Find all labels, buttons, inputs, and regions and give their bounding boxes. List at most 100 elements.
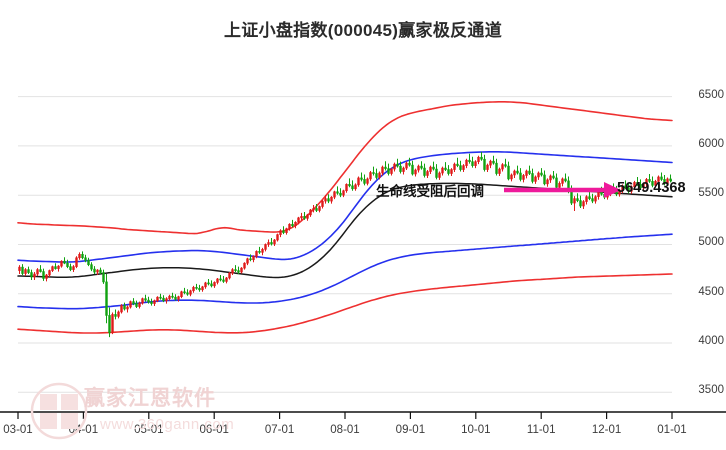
candlestick [573,196,576,211]
y-axis-tick-label: 4500 [698,285,724,298]
candle-body [447,169,450,174]
candle-body [537,172,540,178]
arrow-head [604,182,621,198]
candle-body [402,167,405,172]
candlestick [513,169,516,178]
candlestick [594,195,597,204]
candle-body [93,268,96,273]
candle-body [30,272,33,278]
candlestick [150,298,153,306]
x-axis-tick-label: 01-01 [657,424,687,436]
candlestick [441,166,444,176]
candlestick [471,156,474,168]
candlestick [216,277,219,285]
candle-body [450,169,453,174]
candlestick [180,290,183,299]
candlestick [477,155,480,165]
candlestick [312,205,315,213]
candlestick [537,171,540,180]
candle-body [153,300,156,304]
y-axis-tick-label: 6500 [698,88,724,101]
candle-body [282,230,285,233]
candle-body [387,168,390,174]
candlestick [192,285,195,293]
candlestick [492,155,495,165]
candle-body [51,266,54,271]
candle-body [420,165,423,169]
candlestick [336,186,339,195]
candle-body [294,221,297,227]
candle-body [624,185,627,189]
candle-body [81,254,84,259]
candlestick [642,182,645,191]
candle-body [405,162,408,169]
candle-body [24,269,27,274]
candle-body [513,170,516,176]
candlestick [198,284,201,292]
candle-body [558,183,561,188]
candlestick [417,164,420,173]
candlestick [648,174,651,183]
candle-body [177,296,180,300]
candlestick [243,262,246,270]
candle-body [474,161,477,166]
candlestick [39,265,42,273]
candle-body [396,163,399,167]
candle-body [393,163,396,170]
candlestick [321,200,324,209]
candlestick [378,171,381,180]
x-axis-tick-label: 10-01 [461,424,491,436]
candle-body [489,160,492,166]
candle-body [135,303,138,307]
candlestick [480,151,483,161]
gann-channel-bands [17,101,673,334]
candlestick [474,160,477,169]
candlestick [354,183,357,191]
candle-body [75,257,78,267]
candlestick [528,165,531,175]
candlestick [126,305,129,313]
candle-body [621,185,624,191]
candle-body [645,179,648,185]
candlestick [300,212,303,221]
candlestick [168,294,171,301]
candlestick [282,226,285,235]
candle-body [507,165,510,180]
candle-body [246,258,249,264]
site-url-watermark: www.360gann.com [100,416,235,433]
candle-body [666,178,669,184]
candlestick [582,200,585,209]
candlestick [33,272,36,280]
candlestick [255,250,258,259]
candlestick [75,256,78,269]
candle-body [39,269,42,272]
candlestick [327,194,330,204]
candlestick [534,175,537,184]
candle-body [192,287,195,292]
candle-body [183,291,186,294]
candlestick [462,164,465,173]
candle-body [90,264,93,270]
candle-body [327,198,330,202]
candle-body [195,287,198,289]
candlestick [222,276,225,283]
candle-body [198,288,201,291]
candlestick [342,189,345,198]
candlestick [273,239,276,246]
candlestick [654,179,657,188]
band-lower-red [17,273,673,334]
candlestick [348,178,351,188]
candlestick [57,265,60,272]
candlestick [363,174,366,186]
candle-body [498,168,501,174]
candlestick [330,196,333,204]
candle-body [126,306,129,310]
candlestick [234,265,237,273]
candle-body [279,230,282,235]
candle-body [477,156,480,162]
candlestick [384,161,387,171]
x-axis-tick-label: 05-01 [134,424,164,436]
candle-body [249,258,252,261]
candle-body [63,260,66,264]
candle-body [375,173,378,178]
